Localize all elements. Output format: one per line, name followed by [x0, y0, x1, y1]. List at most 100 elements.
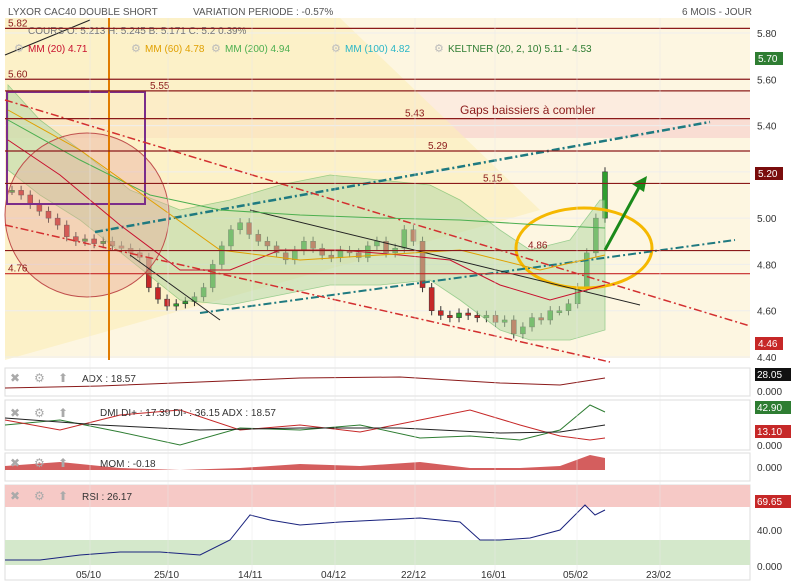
x-tick-label: 22/12	[401, 570, 426, 581]
candle	[73, 236, 79, 242]
trend-line-red-1	[4, 99, 751, 327]
dmi-plus-line	[4, 404, 606, 446]
level-label: 5.29	[428, 141, 448, 152]
mom-panel: MOM : -0.18 0.000	[4, 452, 782, 482]
candle	[182, 301, 189, 305]
y-tick-label: 4.40	[757, 353, 777, 364]
low-price-tag: 4.46	[758, 339, 778, 350]
period-text: 6 MOIS - JOUR	[682, 7, 752, 18]
price-tag-570: 5.70	[758, 54, 778, 65]
legend-item: MM (60) 4.78	[145, 44, 205, 55]
candle	[45, 210, 52, 219]
annotation-box	[6, 91, 146, 205]
arrow-icon[interactable]: ⬆	[58, 371, 68, 385]
price-tag-570-bg	[755, 52, 783, 65]
x-tick-label: 23/02	[646, 570, 671, 581]
gear-icon[interactable]: ⚙	[34, 456, 45, 470]
annotation-circle	[4, 132, 170, 298]
close-icon[interactable]: ✖	[10, 371, 20, 385]
dmi-adx-line	[4, 417, 606, 434]
trend-line-black-3	[129, 254, 221, 321]
trend-line-black-1	[249, 209, 641, 306]
rsi-line	[5, 504, 606, 561]
keltner-band	[7, 83, 606, 341]
gear-icon[interactable]: ⚙	[34, 406, 45, 420]
y-tick-label: 4.80	[757, 260, 777, 271]
candle	[428, 287, 435, 311]
candle	[91, 238, 97, 244]
x-tick-label: 05/02	[563, 570, 588, 581]
dmi-panel: DMI DI+ : 17.39 DI- : 36.15 ADX : 18.57 …	[4, 399, 791, 452]
rsi-label: RSI : 26.17	[82, 492, 132, 503]
arrow-icon[interactable]: ⬆	[58, 456, 68, 470]
candle	[82, 238, 88, 242]
rsi-mid: 40.00	[757, 526, 782, 537]
legend-item: MM (200) 4.94	[225, 44, 290, 55]
adx-panel: ADX : 18.57 28.05 0.000	[4, 367, 791, 398]
level-label: 5.15	[483, 173, 503, 184]
dmi-label: DMI DI+ : 17.39 DI- : 36.15 ADX : 18.57	[100, 408, 276, 419]
mom-area	[5, 455, 605, 470]
x-tick-label: 25/10	[154, 570, 179, 581]
trend-line-lower-teal	[199, 239, 736, 314]
candle	[9, 190, 15, 193]
candle	[474, 315, 481, 318]
y-tick-label: 4.60	[757, 307, 777, 318]
candle	[456, 312, 462, 318]
candle	[18, 190, 24, 196]
variation-text: VARIATION PERIODE : -0.57%	[193, 7, 333, 18]
last-price-tag-bg	[755, 167, 783, 180]
candle	[447, 315, 453, 318]
gaps-annotation: Gaps baissiers à combler	[460, 103, 595, 117]
chart-title: LYXOR CAC40 DOUBLE SHORT	[8, 7, 158, 18]
dmi-tag-red: 13.10	[757, 427, 782, 438]
legend-item: MM (20) 4.71	[28, 44, 88, 55]
arrow-icon[interactable]: ⬆	[58, 489, 68, 503]
y-tick-label: 5.00	[757, 214, 777, 225]
arrow-icon[interactable]: ⬆	[58, 406, 68, 420]
rsi-overbought-zone	[5, 485, 750, 507]
gear-icon[interactable]: ⚙	[14, 43, 24, 55]
gear-icon[interactable]: ⚙	[211, 43, 221, 55]
mom-label: MOM : -0.18	[100, 459, 156, 470]
candle	[54, 217, 61, 226]
gear-icon[interactable]: ⚙	[331, 43, 341, 55]
rsi-zero: 0.000	[757, 562, 782, 573]
level-label: 5.55	[150, 81, 170, 92]
candle	[100, 241, 106, 244]
candle	[173, 303, 179, 307]
gear-icon[interactable]: ⚙	[434, 43, 444, 55]
y-tick-label: 5.40	[757, 122, 777, 133]
annotation-ellipse	[514, 206, 654, 290]
trend-line-black-2	[4, 19, 91, 56]
target-arrow	[603, 181, 644, 251]
candle	[63, 224, 70, 237]
dmi-minus-line	[4, 409, 606, 441]
adx-tag: 28.05	[757, 370, 782, 381]
low-price-tag-bg	[755, 337, 783, 350]
dmi-zero: 0.000	[757, 441, 782, 452]
mom-zero: 0.000	[757, 463, 782, 474]
rsi-tag: 69.65	[757, 497, 782, 508]
gear-icon[interactable]: ⚙	[34, 371, 45, 385]
adx-label: ADX : 18.57	[82, 374, 136, 385]
gear-icon[interactable]: ⚙	[34, 489, 45, 503]
close-icon[interactable]: ✖	[10, 406, 20, 420]
candle	[155, 287, 161, 300]
legend-item: MM (100) 4.82	[345, 44, 410, 55]
gear-icon[interactable]: ⚙	[131, 43, 141, 55]
x-tick-label: 16/01	[481, 570, 506, 581]
rsi-panel: RSI : 26.17 69.65 40.00 0.000	[4, 484, 791, 581]
level-label: 4.86	[528, 241, 548, 252]
x-tick-label: 04/12	[321, 570, 346, 581]
level-label: 5.60	[8, 69, 28, 80]
y-tick-label: 5.60	[757, 75, 777, 86]
close-icon[interactable]: ✖	[10, 456, 20, 470]
candle	[438, 310, 444, 316]
last-price-tag: 5.20	[758, 169, 778, 180]
x-tick-label: 14/11	[238, 570, 263, 581]
close-icon[interactable]: ✖	[10, 489, 20, 503]
dmi-tag-green: 42.90	[757, 403, 782, 414]
ohlc-text: COURS O: 5.213 H: 5.245 B: 5.171 C: 5.2 …	[28, 26, 247, 37]
